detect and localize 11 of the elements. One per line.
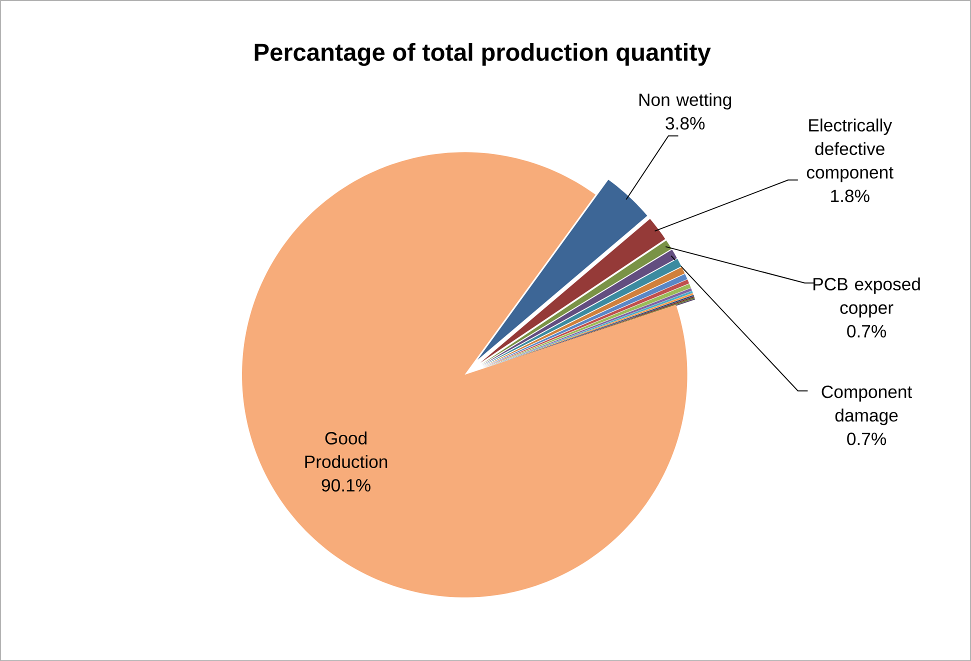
slice-label: Component damage: [822, 386, 912, 426]
slice-label: Good Production: [305, 431, 388, 468]
slice-label: Electrically defective component: [806, 118, 894, 182]
data-label: 3.8%: [666, 117, 705, 130]
data-label: 0.7%: [847, 324, 886, 338]
chart-title: Percantage of total production quantity: [254, 42, 711, 66]
data-label: 0.7%: [847, 432, 886, 446]
slice-label: Non wetting: [639, 93, 732, 110]
data-label: 90.1%: [322, 479, 370, 492]
data-label: 1.8%: [831, 190, 870, 202]
slice-label: PCB exposed copper: [814, 277, 920, 318]
